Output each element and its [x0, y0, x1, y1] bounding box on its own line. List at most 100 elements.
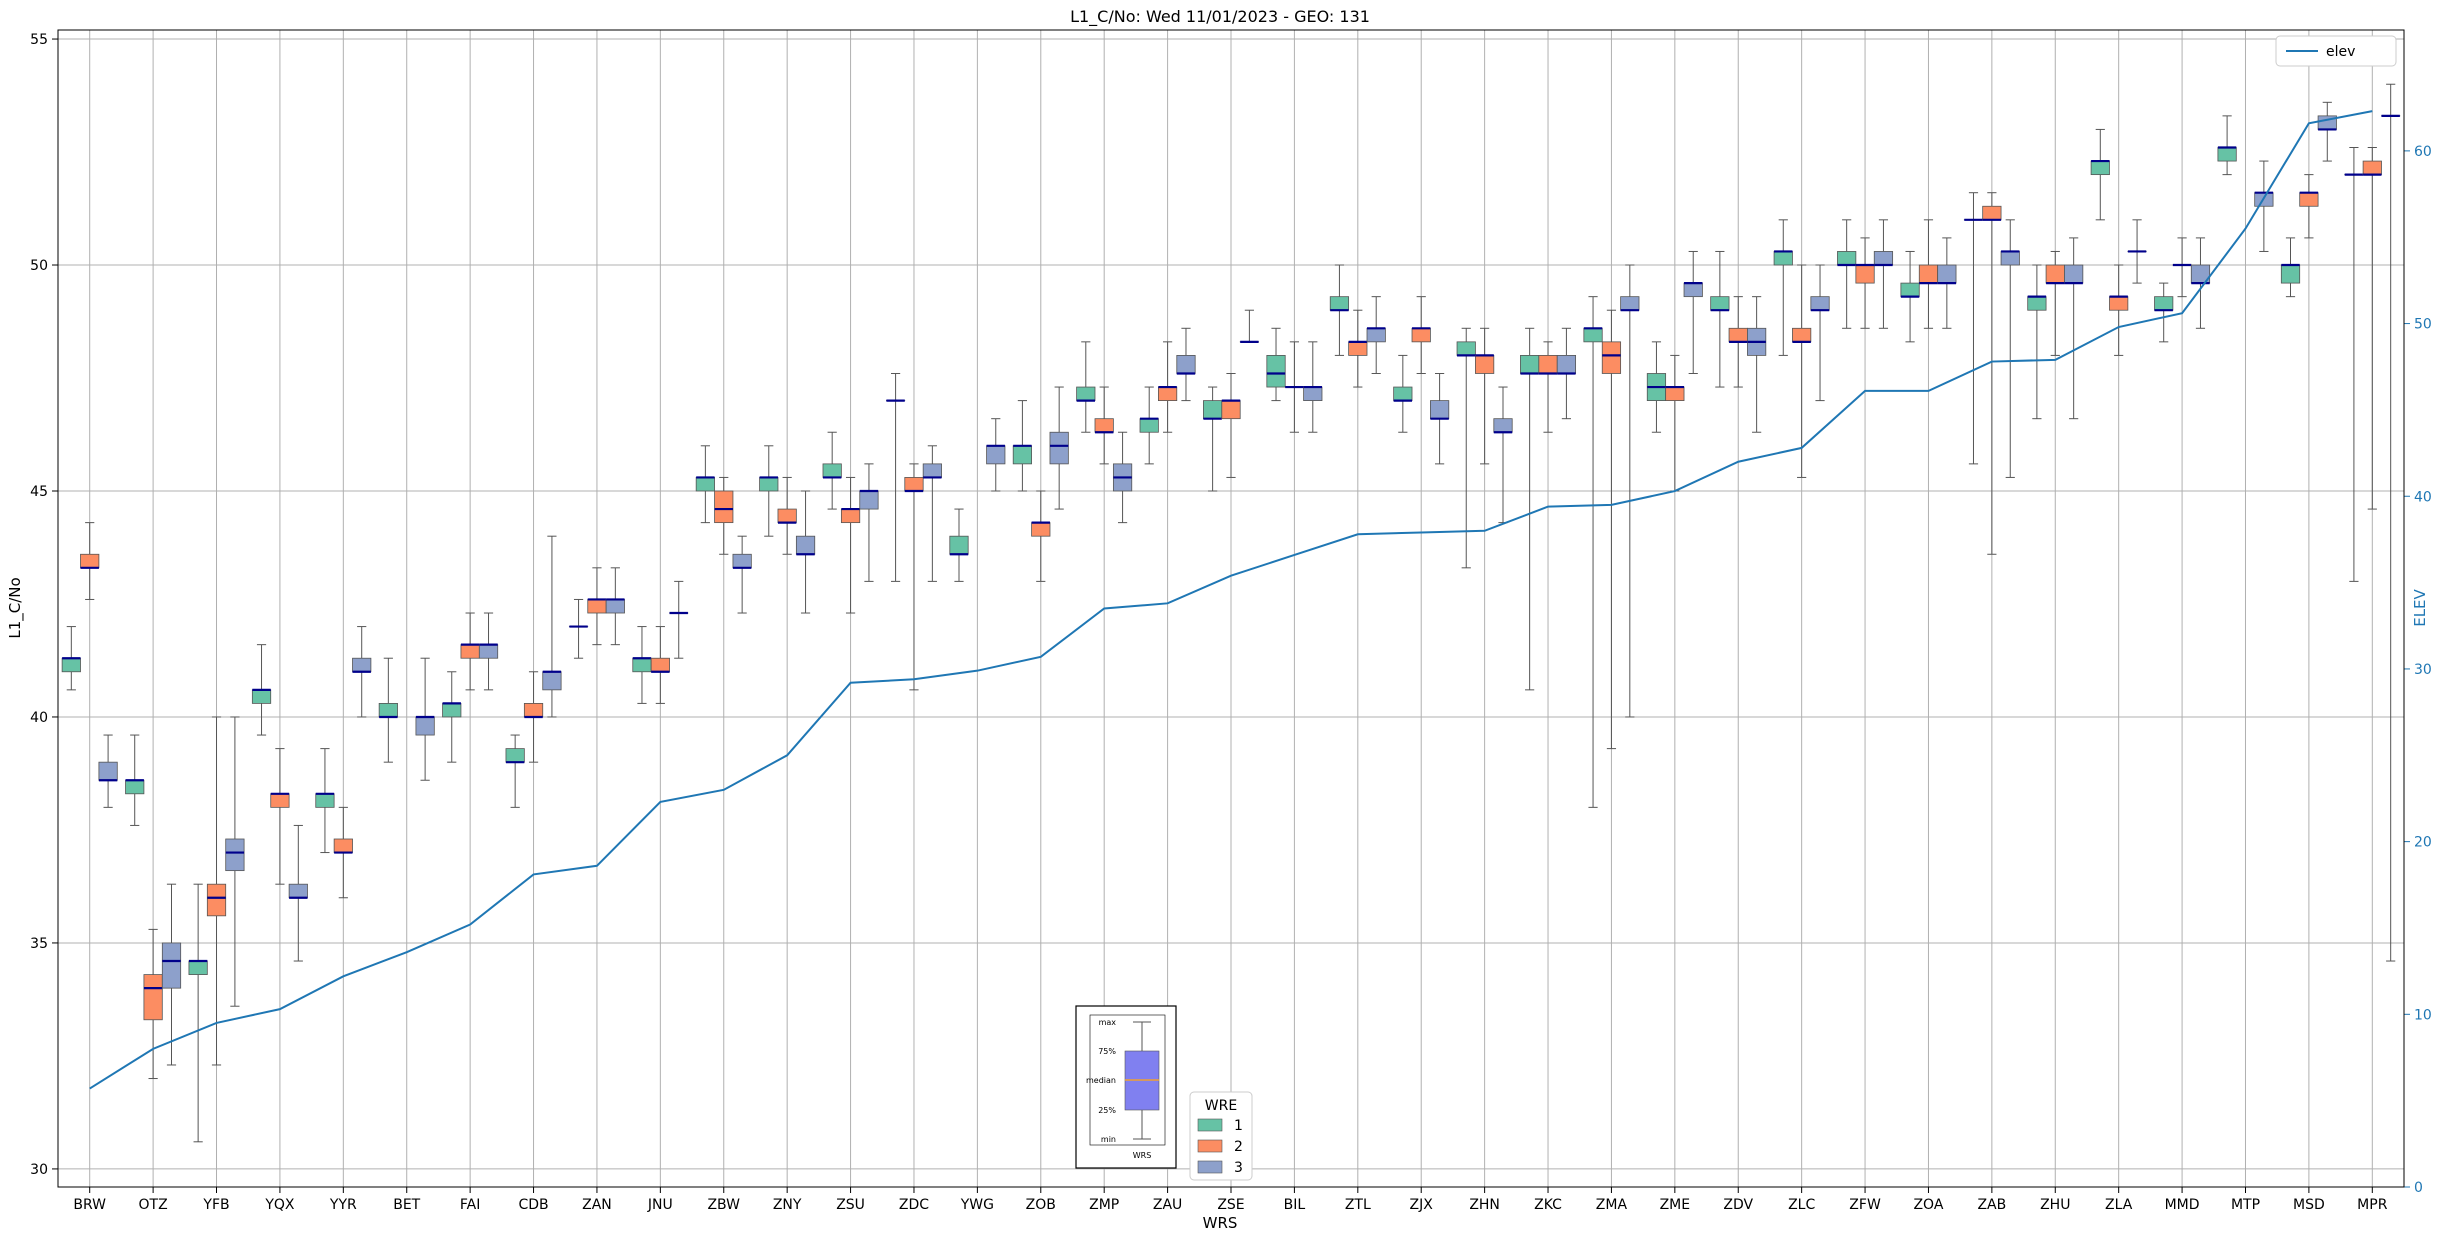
x-tick-label: ZHU: [2040, 1197, 2070, 1213]
box-iqr: [1837, 251, 1855, 265]
box-iqr: [1430, 401, 1448, 419]
x-tick-label: ZSU: [836, 1197, 865, 1213]
x-tick-label: ZAB: [1977, 1197, 2006, 1213]
inset-label: median: [1086, 1076, 1116, 1085]
box-iqr: [99, 762, 117, 780]
box-iqr: [443, 703, 461, 717]
x-tick-label: MMD: [2165, 1197, 2200, 1213]
y-tick-label: 55: [30, 32, 48, 48]
box-iqr: [1349, 342, 1367, 356]
box-iqr: [1856, 265, 1874, 283]
box-iqr: [905, 477, 923, 491]
box-iqr: [62, 658, 80, 672]
box-iqr: [1013, 446, 1031, 464]
box-iqr: [1077, 387, 1095, 401]
box-iqr: [1666, 387, 1684, 401]
y2-tick-label: 0: [2414, 1180, 2423, 1196]
box-iqr: [2109, 297, 2127, 311]
box-iqr: [651, 658, 669, 672]
box-iqr: [760, 477, 778, 491]
box-iqr: [1222, 401, 1240, 419]
x-tick-label: ZBW: [707, 1197, 740, 1213]
x-tick-label: BIL: [1284, 1197, 1306, 1213]
box-iqr: [226, 839, 244, 871]
box-iqr: [923, 464, 941, 478]
box-iqr: [860, 491, 878, 509]
y2-tick-label: 20: [2414, 835, 2432, 851]
box-iqr: [1729, 328, 1747, 342]
box-iqr: [316, 794, 334, 808]
x-tick-label: BRW: [73, 1197, 106, 1213]
box-iqr: [823, 464, 841, 478]
x-tick-label: JNU: [647, 1197, 673, 1213]
box-iqr: [1520, 355, 1538, 373]
box-iqr: [2281, 265, 2299, 283]
x-tick-label: ZJX: [1410, 1197, 1434, 1213]
inset-label: min: [1101, 1135, 1116, 1144]
box-iqr: [2028, 297, 2046, 311]
y-tick-label: 40: [30, 710, 48, 726]
box-iqr: [1874, 251, 1892, 265]
box-iqr: [1412, 328, 1430, 342]
wre-legend-label: 1: [1234, 1118, 1243, 1134]
box-iqr: [189, 961, 207, 975]
x-tick-label: ZTL: [1345, 1197, 1371, 1213]
x-tick-label: MSD: [2293, 1197, 2325, 1213]
box-iqr: [1050, 432, 1068, 464]
box-iqr: [1938, 265, 1956, 283]
box-iqr: [715, 491, 733, 523]
y2-tick-label: 40: [2414, 489, 2432, 505]
wre-legend-swatch: [1198, 1140, 1222, 1152]
y-tick-label: 50: [30, 258, 48, 274]
box-iqr: [733, 554, 751, 568]
box-iqr: [461, 645, 479, 659]
box-iqr: [506, 749, 524, 763]
box-iqr: [334, 839, 352, 853]
box-iqr: [633, 658, 651, 672]
x-tick-label: MTP: [2231, 1197, 2260, 1213]
x-tick-label: ZFW: [1849, 1197, 1881, 1213]
box-iqr: [1330, 297, 1348, 311]
x-tick-label: FAI: [460, 1197, 480, 1213]
elev-legend-label: elev: [2326, 44, 2355, 60]
x-tick-label: ZDV: [1723, 1197, 1753, 1213]
y-tick-label: 45: [30, 484, 48, 500]
wre-legend-swatch: [1198, 1161, 1222, 1173]
box-iqr: [524, 703, 542, 717]
box-iqr: [252, 690, 270, 704]
box-iqr: [1983, 206, 2001, 220]
box-iqr: [1394, 387, 1412, 401]
inset-xlabel: WRS: [1133, 1151, 1152, 1160]
x-tick-label: ZOB: [1026, 1197, 1056, 1213]
x-tick-label: ZMA: [1596, 1197, 1628, 1213]
x-tick-label: ZHN: [1469, 1197, 1500, 1213]
y2-tick-label: 10: [2414, 1007, 2432, 1023]
x-tick-label: YWG: [960, 1197, 994, 1213]
wre-legend-swatch: [1198, 1119, 1222, 1131]
box-iqr: [778, 509, 796, 523]
box-iqr: [289, 884, 307, 898]
box-iqr: [379, 703, 397, 717]
box-iqr: [1267, 355, 1285, 387]
y2-tick-label: 30: [2414, 662, 2432, 678]
box-iqr: [479, 645, 497, 659]
box-iqr: [987, 446, 1005, 464]
box-iqr: [1711, 297, 1729, 311]
box-iqr: [1203, 401, 1221, 419]
box-iqr: [207, 884, 225, 916]
box-iqr: [796, 536, 814, 554]
y2-tick-label: 60: [2414, 144, 2432, 160]
box-iqr: [1475, 355, 1493, 373]
x-tick-label: YQX: [264, 1197, 295, 1213]
wre-legend-label: 2: [1234, 1139, 1243, 1155]
box-iqr: [2218, 148, 2236, 162]
box-iqr: [1792, 328, 1810, 342]
box-iqr: [1621, 297, 1639, 311]
box-iqr: [353, 658, 371, 672]
x-tick-label: CDB: [518, 1197, 548, 1213]
box-iqr: [588, 599, 606, 613]
